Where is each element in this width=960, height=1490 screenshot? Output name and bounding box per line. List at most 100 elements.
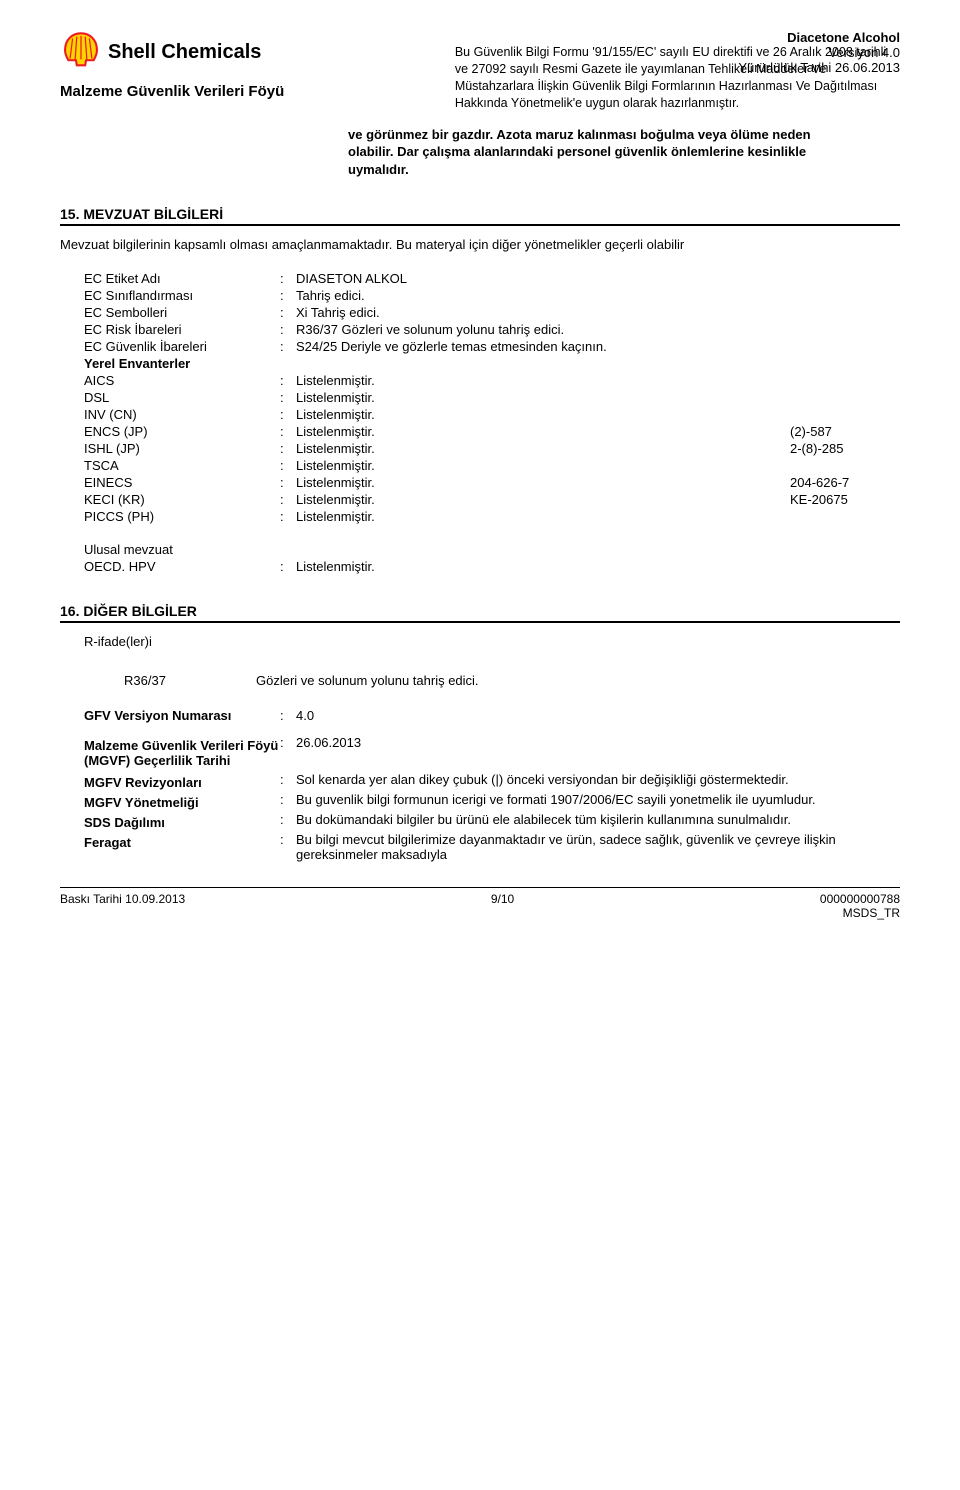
kv-key: EC Güvenlik İbareleri bbox=[60, 338, 280, 355]
kv-value: Listelenmiştir. bbox=[296, 389, 790, 406]
kv-colon: : bbox=[280, 372, 296, 389]
footer-center: 9/10 bbox=[491, 892, 514, 920]
kv-extra bbox=[790, 457, 900, 474]
table-row: ENCS (JP):Listelenmiştir.(2)-587 bbox=[60, 423, 900, 440]
kv-extra bbox=[790, 372, 900, 389]
table-row: AICS:Listelenmiştir. bbox=[60, 372, 900, 389]
kv-colon: : bbox=[280, 406, 296, 423]
section15-heading: 15. MEVZUAT BİLGİLERİ bbox=[60, 206, 900, 222]
kv-key: ENCS (JP) bbox=[60, 423, 280, 440]
footer-right-line2: MSDS_TR bbox=[820, 906, 900, 920]
kv-value: S24/25 Deriyle ve gözlerle temas etmesin… bbox=[296, 338, 900, 355]
kv-key: GFV Versiyon Numarası bbox=[60, 707, 280, 724]
kv-key: MGFV Revizyonları bbox=[60, 771, 280, 791]
table-row: EC Sembolleri:Xi Tahriş edici. bbox=[60, 304, 900, 321]
header-description: Bu Güvenlik Bilgi Formu '91/155/EC' sayı… bbox=[455, 44, 900, 112]
r-text: Gözleri ve solunum yolunu tahriş edici. bbox=[256, 672, 898, 689]
kv-colon: : bbox=[280, 287, 296, 304]
footer-right: 000000000788 MSDS_TR bbox=[820, 892, 900, 920]
kv-key: ISHL (JP) bbox=[60, 440, 280, 457]
national-heading: Ulusal mevzuat bbox=[60, 541, 280, 558]
kv-value: Tahriş edici. bbox=[296, 287, 900, 304]
kv-colon: : bbox=[280, 457, 296, 474]
table-row: Malzeme Güvenlik Verileri Föyü (MGVF) Ge… bbox=[60, 734, 900, 769]
kv-colon: : bbox=[280, 558, 296, 575]
brand-logo-block: Shell Chemicals bbox=[60, 30, 261, 75]
section15-rule bbox=[60, 224, 900, 226]
kv-value: Listelenmiştir. bbox=[296, 558, 900, 575]
kv-key: EC Etiket Adı bbox=[60, 270, 280, 287]
shell-logo-icon bbox=[60, 30, 102, 75]
kv-colon: : bbox=[280, 811, 296, 831]
kv-value: Bu dokümandaki bilgiler bu ürünü ele ala… bbox=[296, 811, 900, 831]
page-footer: Baskı Tarihi 10.09.2013 9/10 00000000078… bbox=[60, 887, 900, 920]
kv-colon: : bbox=[280, 707, 296, 724]
kv-colon: : bbox=[280, 321, 296, 338]
kv-colon: : bbox=[280, 304, 296, 321]
section15-main-table: EC Etiket Adı:DIASETON ALKOLEC Sınıfland… bbox=[60, 270, 900, 355]
kv-value: Listelenmiştir. bbox=[296, 508, 790, 525]
kv-extra bbox=[790, 389, 900, 406]
table-row: R36/37Gözleri ve solunum yolunu tahriş e… bbox=[62, 672, 898, 689]
kv-colon: : bbox=[280, 440, 296, 457]
kv-key: OECD. HPV bbox=[60, 558, 280, 575]
table-row: EINECS:Listelenmiştir.204-626-7 bbox=[60, 474, 900, 491]
kv-value: DIASETON ALKOL bbox=[296, 270, 900, 287]
kv-colon: : bbox=[280, 270, 296, 287]
kv-colon: : bbox=[280, 338, 296, 355]
table-row: OECD. HPV:Listelenmiştir. bbox=[60, 558, 900, 575]
kv-extra: 2-(8)-285 bbox=[790, 440, 900, 457]
kv-key: DSL bbox=[60, 389, 280, 406]
product-name: Diacetone Alcohol bbox=[738, 30, 900, 45]
kv-key: EC Sınıflandırması bbox=[60, 287, 280, 304]
kv-colon: : bbox=[280, 474, 296, 491]
kv-key: Feragat bbox=[60, 831, 280, 863]
footer-left: Baskı Tarihi 10.09.2013 bbox=[60, 892, 185, 920]
kv-value: Sol kenarda yer alan dikey çubuk (|) önc… bbox=[296, 771, 900, 791]
table-row: GFV Versiyon Numarası:4.0 bbox=[60, 707, 900, 724]
section15-inventory-table: Yerel Envanterler AICS:Listelenmiştir.DS… bbox=[60, 355, 900, 525]
kv-key: PICCS (PH) bbox=[60, 508, 280, 525]
kv-extra: (2)-587 bbox=[790, 423, 900, 440]
kv-key: EC Risk İbareleri bbox=[60, 321, 280, 338]
kv-value: 4.0 bbox=[296, 707, 900, 724]
kv-value: Listelenmiştir. bbox=[296, 372, 790, 389]
kv-value: Bu guvenlik bilgi formunun icerigi ve fo… bbox=[296, 791, 900, 811]
kv-extra: KE-20675 bbox=[790, 491, 900, 508]
kv-colon: : bbox=[280, 423, 296, 440]
kv-value: Listelenmiştir. bbox=[296, 406, 790, 423]
kv-value: Listelenmiştir. bbox=[296, 457, 790, 474]
section16-rule bbox=[60, 621, 900, 623]
table-row: MGFV Revizyonları:Sol kenarda yer alan d… bbox=[60, 771, 900, 791]
table-row: EC Risk İbareleri:R36/37 Gözleri ve solu… bbox=[60, 321, 900, 338]
section15-national-table: Ulusal mevzuat OECD. HPV:Listelenmiştir. bbox=[60, 541, 900, 575]
kv-key: INV (CN) bbox=[60, 406, 280, 423]
kv-colon: : bbox=[280, 734, 296, 769]
kv-key: MGFV Yönetmeliği bbox=[60, 791, 280, 811]
table-row: INV (CN):Listelenmiştir. bbox=[60, 406, 900, 423]
warning-block: ve görünmez bir gazdır. Azota maruz kalı… bbox=[348, 126, 828, 179]
kv-key: Malzeme Güvenlik Verileri Föyü (MGVF) Ge… bbox=[60, 734, 280, 769]
kv-colon: : bbox=[280, 791, 296, 811]
table-row: EC Sınıflandırması:Tahriş edici. bbox=[60, 287, 900, 304]
kv-colon: : bbox=[280, 491, 296, 508]
kv-value: Listelenmiştir. bbox=[296, 474, 790, 491]
table-row: TSCA:Listelenmiştir. bbox=[60, 457, 900, 474]
kv-key: EC Sembolleri bbox=[60, 304, 280, 321]
kv-key: TSCA bbox=[60, 457, 280, 474]
brand-text: Shell Chemicals bbox=[108, 41, 261, 64]
table-row: KECI (KR):Listelenmiştir.KE-20675 bbox=[60, 491, 900, 508]
table-row: SDS Dağılımı:Bu dokümandaki bilgiler bu … bbox=[60, 811, 900, 831]
table-row: MGFV Yönetmeliği:Bu guvenlik bilgi formu… bbox=[60, 791, 900, 811]
kv-value: 26.06.2013 bbox=[296, 734, 900, 769]
kv-key: AICS bbox=[60, 372, 280, 389]
kv-value: Listelenmiştir. bbox=[296, 440, 790, 457]
kv-colon: : bbox=[280, 508, 296, 525]
r-ifade-label: R-ifade(ler)i bbox=[60, 633, 900, 651]
table-row: DSL:Listelenmiştir. bbox=[60, 389, 900, 406]
r-pad bbox=[62, 672, 122, 689]
kv-extra bbox=[790, 508, 900, 525]
r-phrases-table: R36/37Gözleri ve solunum yolunu tahriş e… bbox=[60, 670, 900, 691]
kv-value: Listelenmiştir. bbox=[296, 491, 790, 508]
kv-colon: : bbox=[280, 831, 296, 863]
